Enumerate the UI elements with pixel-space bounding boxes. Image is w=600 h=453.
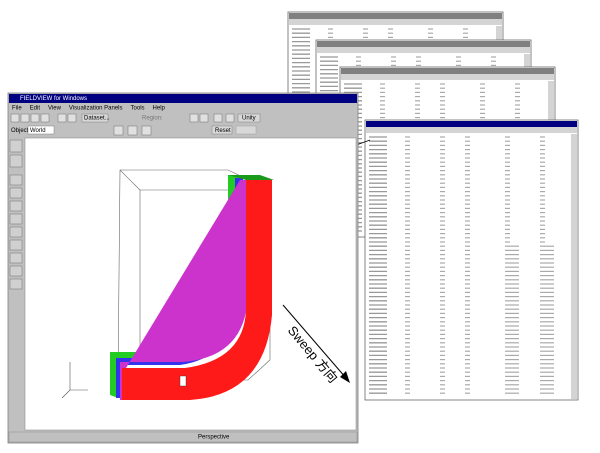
menu-item[interactable]: File bbox=[12, 106, 22, 112]
scrollbar bbox=[571, 134, 577, 399]
reset-label: Reset bbox=[215, 128, 231, 134]
text-window bbox=[364, 119, 579, 401]
window-title: FIELDVIEW for Windows bbox=[20, 96, 87, 102]
sweep-arrowhead bbox=[340, 371, 350, 383]
axes-triad bbox=[61, 362, 88, 399]
unity-button[interactable] bbox=[237, 113, 261, 123]
update-button[interactable] bbox=[235, 125, 257, 135]
title-bar bbox=[9, 94, 357, 103]
object-value: World bbox=[30, 128, 46, 134]
menu-bar bbox=[366, 127, 577, 133]
fieldview-window: FIELDVIEW for Windows File Edit View Visual… bbox=[7, 92, 359, 444]
unity-label: Unity bbox=[242, 116, 256, 122]
reset-button[interactable] bbox=[211, 125, 233, 135]
title-bar bbox=[317, 41, 530, 47]
menu-item[interactable]: Tools bbox=[131, 106, 145, 112]
menu-bar bbox=[289, 19, 502, 25]
title-bar bbox=[289, 13, 502, 19]
object-select[interactable] bbox=[27, 125, 55, 135]
pipe-model bbox=[110, 175, 274, 400]
menu-bar: File Edit View Visualization Panels Tools Hel… bbox=[12, 106, 166, 112]
side-toolbar bbox=[9, 139, 23, 290]
title-bar bbox=[341, 68, 554, 74]
menu-item[interactable]: Help bbox=[153, 106, 166, 112]
dataset-button[interactable] bbox=[81, 113, 109, 123]
title-bar bbox=[366, 121, 577, 127]
menu-item[interactable]: Visualization Panels bbox=[69, 106, 123, 112]
window-frame bbox=[364, 119, 579, 401]
sweep-arrow bbox=[282, 304, 347, 379]
menu-item[interactable]: View bbox=[48, 106, 62, 112]
status-bar bbox=[8, 431, 358, 443]
menu-bar bbox=[317, 47, 530, 53]
menu-bar bbox=[341, 74, 554, 80]
menu-item[interactable]: Edit bbox=[30, 106, 41, 112]
region-label: Region: bbox=[142, 116, 163, 122]
text-windows bbox=[287, 11, 579, 401]
object-label: Object: bbox=[11, 128, 30, 134]
dataset-label: Dataset... bbox=[84, 116, 110, 122]
status-text: Perspective bbox=[198, 435, 230, 441]
toolbar-icons bbox=[10, 113, 235, 136]
